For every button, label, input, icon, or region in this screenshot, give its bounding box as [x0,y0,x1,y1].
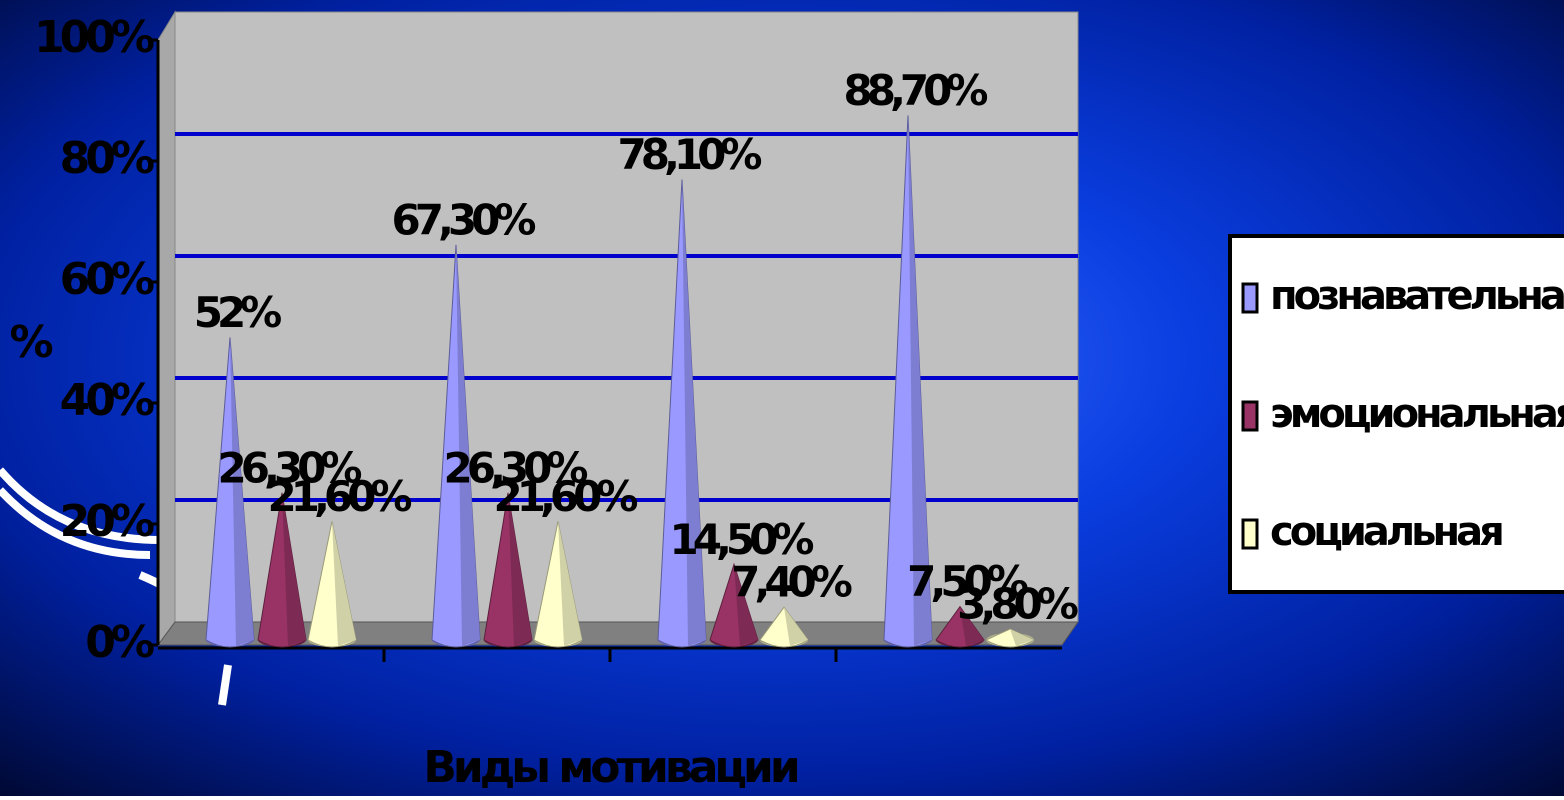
y-tick-label: 60% [60,254,154,305]
y-tick-label: 80% [60,133,154,184]
y-tick-label: 40% [60,375,154,426]
legend-label: эмоциональная [1270,391,1564,437]
side-wall [158,12,175,645]
value-label: 21,60% [268,472,412,521]
value-label: 3,80% [957,580,1078,629]
y-tick-label: 0% [85,617,154,668]
legend-swatch [1243,520,1257,548]
legend-swatch [1243,402,1257,430]
value-label: 21,60% [494,472,638,521]
legend-swatch [1243,284,1257,312]
y-tick-label: 100% [34,12,154,63]
legend-label: познавательная [1270,273,1564,319]
x-axis-title: Виды мотивации [423,742,798,793]
value-label: 14,50% [670,515,814,564]
legend-label: социальная [1270,509,1502,555]
value-label: 78,10% [618,130,762,179]
chart: % Виды мотивации 0% 20% 40% 60% 80% 100% 52% 67… [0,0,1564,796]
y-axis-title: % [9,317,52,368]
value-label: 67,30% [392,195,536,244]
value-label: 88,70% [844,66,988,115]
value-label: 7,40% [731,558,852,607]
value-label: 52% [194,288,281,337]
y-tick-label: 20% [60,496,154,547]
